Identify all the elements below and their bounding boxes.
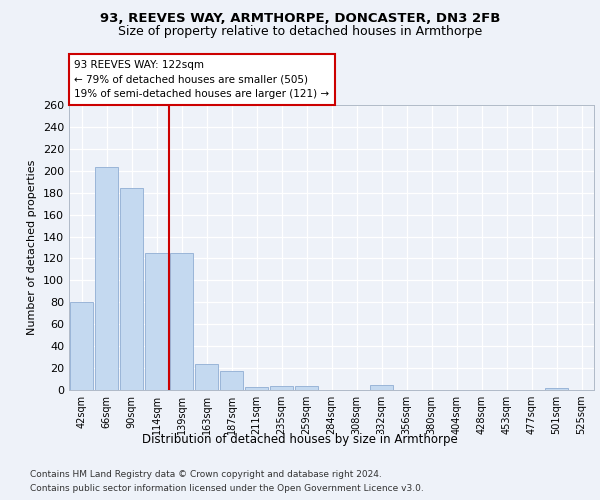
Bar <box>370 384 394 390</box>
Bar <box>545 388 568 390</box>
Bar <box>194 364 218 390</box>
Bar <box>220 372 244 390</box>
Bar <box>145 253 169 390</box>
Bar <box>119 188 143 390</box>
Bar <box>70 302 94 390</box>
Text: Size of property relative to detached houses in Armthorpe: Size of property relative to detached ho… <box>118 25 482 38</box>
Bar <box>95 168 118 390</box>
Bar <box>295 386 319 390</box>
Text: Contains public sector information licensed under the Open Government Licence v3: Contains public sector information licen… <box>30 484 424 493</box>
Bar <box>245 386 268 390</box>
Bar <box>170 253 193 390</box>
Text: Contains HM Land Registry data © Crown copyright and database right 2024.: Contains HM Land Registry data © Crown c… <box>30 470 382 479</box>
Text: Distribution of detached houses by size in Armthorpe: Distribution of detached houses by size … <box>142 432 458 446</box>
Text: 93 REEVES WAY: 122sqm
← 79% of detached houses are smaller (505)
19% of semi-det: 93 REEVES WAY: 122sqm ← 79% of detached … <box>74 60 329 100</box>
Y-axis label: Number of detached properties: Number of detached properties <box>28 160 37 335</box>
Text: 93, REEVES WAY, ARMTHORPE, DONCASTER, DN3 2FB: 93, REEVES WAY, ARMTHORPE, DONCASTER, DN… <box>100 12 500 26</box>
Bar <box>269 386 293 390</box>
